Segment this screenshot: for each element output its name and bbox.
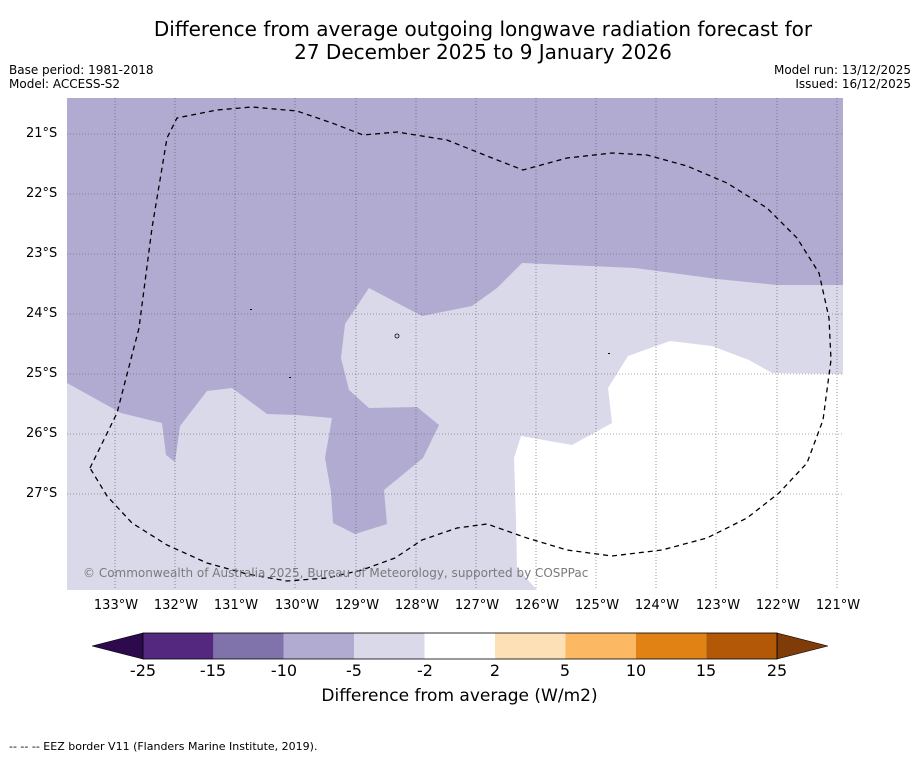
forecast-meta-left: Base period: 1981-2018 Model: ACCESS-S2: [9, 63, 154, 91]
colorbar-segment: [635, 633, 707, 659]
map-title: Difference from average outgoing longwav…: [0, 18, 919, 64]
colorbar-outline: [142, 632, 778, 660]
lon-label: 122°W: [755, 598, 801, 613]
lon-label: 125°W: [574, 598, 620, 613]
lat-label: 25°S: [26, 366, 58, 381]
base-period: Base period: 1981-2018: [9, 63, 154, 77]
lon-label: 128°W: [394, 598, 440, 613]
colorbar-segment: [213, 633, 284, 659]
lat-label: 23°S: [26, 246, 58, 261]
lon-label: 130°W: [274, 598, 320, 613]
lon-label: 131°W: [213, 598, 259, 613]
lon-label: 133°W: [93, 598, 139, 613]
lon-label: 121°W: [815, 598, 861, 613]
small-island-markers: [250, 309, 610, 378]
issued-date: Issued: 16/12/2025: [795, 77, 911, 91]
lon-label: 127°W: [454, 598, 500, 613]
lon-label: 132°W: [153, 598, 199, 613]
colorbar-tick-label: -10: [270, 661, 298, 680]
title-line-2: 27 December 2025 to 9 January 2026: [294, 40, 672, 64]
colorbar-tick-label: -15: [199, 661, 227, 680]
eez-footnote: -- -- -- EEZ border V11 (Flanders Marine…: [9, 740, 318, 753]
colorbar-title: Difference from average (W/m2): [321, 686, 598, 706]
colorbar-tick-label: 2: [489, 661, 501, 680]
colorbar-segment: [283, 633, 355, 659]
colorbar-arrow-high: [776, 632, 829, 660]
colorbar-tick-label: -25: [129, 661, 157, 680]
colorbar-tick-label: -5: [346, 661, 362, 680]
lat-label: 24°S: [26, 306, 58, 321]
colorbar-tick-label: 25: [766, 661, 788, 680]
lat-label: 26°S: [26, 426, 58, 441]
model-run: Model run: 13/12/2025: [773, 63, 911, 77]
colorbar-segment: [143, 633, 214, 659]
colorbar-segment: [565, 633, 636, 659]
region-moderate-negative-anomaly: [67, 98, 843, 534]
lat-label: 27°S: [26, 486, 58, 501]
lat-label: 21°S: [26, 126, 58, 141]
forecast-map: © Commonwealth of Australia 2025, Bureau…: [67, 98, 843, 590]
lon-label: 129°W: [334, 598, 380, 613]
colorbar-tick-label: 5: [559, 661, 571, 680]
lon-label: 124°W: [634, 598, 680, 613]
lat-label: 22°S: [26, 186, 58, 201]
eez-border-line: [89, 106, 832, 582]
colorbar: [91, 632, 829, 660]
colorbar-tick-label: -2: [417, 661, 433, 680]
colorbar-segment: [424, 633, 495, 659]
model-name: Model: ACCESS-S2: [9, 77, 121, 91]
colorbar-segment: [706, 633, 777, 659]
colorbar-arrow-low: [91, 632, 144, 660]
colorbar-tick-label: 15: [695, 661, 717, 680]
lon-label: 123°W: [695, 598, 741, 613]
title-line-1: Difference from average outgoing longwav…: [153, 17, 813, 41]
map-gridlines: [67, 98, 843, 590]
lon-label: 126°W: [514, 598, 560, 613]
copyright-text: © Commonwealth of Australia 2025, Bureau…: [83, 566, 588, 580]
colorbar-tick-label: 10: [625, 661, 647, 680]
forecast-meta-right: Model run: 13/12/2025 Issued: 16/12/2025: [774, 63, 911, 91]
colorbar-segment: [354, 633, 425, 659]
colorbar-segment: [495, 633, 566, 659]
